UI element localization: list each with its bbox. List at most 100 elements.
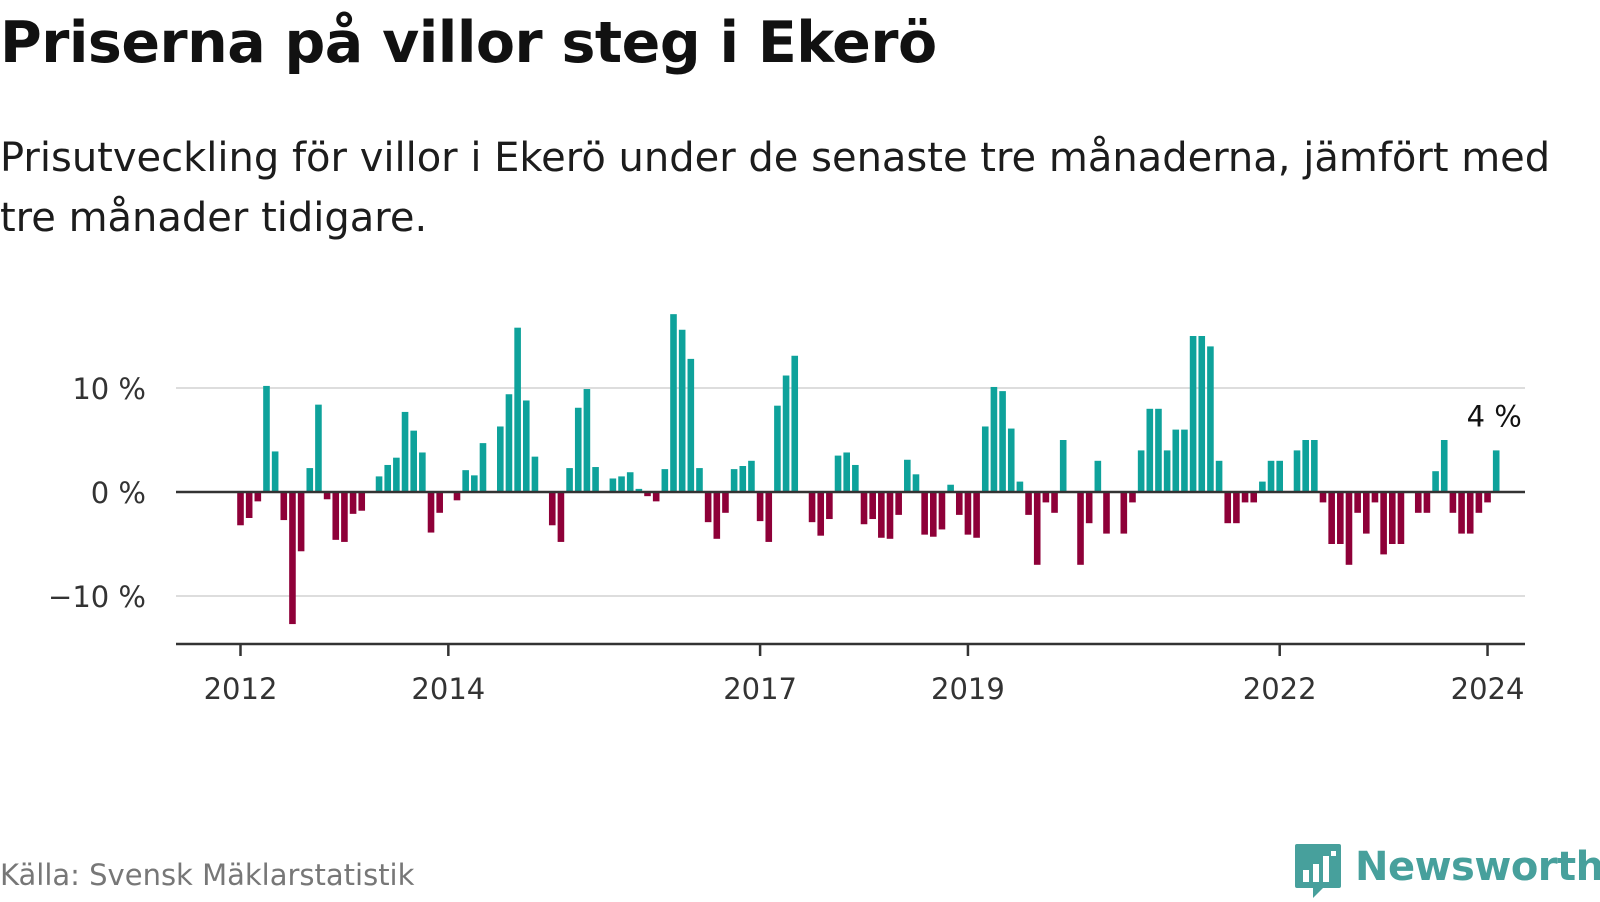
bar [930, 492, 937, 537]
bar [921, 492, 928, 535]
bar [609, 478, 617, 492]
bar [1215, 460, 1223, 492]
bar [419, 452, 426, 492]
bar [1397, 492, 1405, 544]
bar [349, 492, 357, 514]
bar [1388, 492, 1396, 544]
bar [852, 464, 859, 492]
bar [748, 460, 755, 492]
bar [955, 492, 963, 515]
axes [176, 490, 1525, 656]
x-axis-labels: 2012 2014 2017 2019 2022 2024 [204, 672, 1525, 706]
bar [401, 411, 409, 492]
gridlines [176, 387, 1525, 597]
bar [1077, 492, 1084, 565]
bar [878, 492, 885, 538]
bar [860, 492, 868, 525]
bar [1345, 492, 1353, 565]
bar [1432, 471, 1439, 492]
bar [817, 492, 825, 536]
bar [514, 327, 521, 492]
bar [981, 426, 989, 492]
bar [1250, 492, 1258, 503]
chart-subtitle: Prisutveckling för villor i Ekerö under … [0, 135, 1551, 241]
bar [410, 430, 417, 492]
bar [990, 386, 998, 492]
bar [332, 492, 340, 540]
bar [687, 358, 695, 492]
bar [1423, 492, 1431, 513]
bar [1492, 450, 1500, 492]
bar [670, 314, 677, 492]
x-tick-label: 2012 [204, 672, 278, 706]
bar [375, 476, 383, 492]
bar [756, 492, 764, 522]
bar [297, 492, 305, 552]
x-tick-label: 2024 [1451, 672, 1525, 706]
bar [1120, 492, 1128, 534]
bar [341, 492, 348, 542]
bar [1440, 440, 1448, 492]
bar [358, 492, 366, 511]
source-note: Källa: Svensk Mäklarstatistik [0, 858, 415, 892]
bar [1458, 492, 1465, 534]
bar [626, 472, 634, 492]
bar [566, 468, 573, 492]
bar [1302, 440, 1309, 492]
bar [834, 455, 842, 492]
bar [1414, 492, 1422, 513]
bar [843, 452, 850, 492]
bar [1319, 492, 1327, 503]
bar [1146, 408, 1154, 492]
bar [618, 476, 625, 492]
x-tick-label: 2017 [723, 672, 797, 706]
y-tick-label: 0 % [91, 476, 146, 510]
bar [1007, 428, 1015, 492]
bar [1267, 460, 1275, 492]
bar [999, 391, 1006, 492]
bar [522, 400, 530, 492]
bar [964, 492, 972, 535]
bar [886, 492, 894, 539]
bar [826, 492, 833, 520]
bar [1198, 336, 1206, 492]
newsworthy-logo-icon [1295, 844, 1341, 898]
bar [1484, 492, 1491, 503]
bar [263, 385, 270, 492]
bar [1259, 481, 1266, 492]
newsworthy-logo[interactable]: Newsworthy [1293, 842, 1600, 902]
bar [323, 492, 331, 500]
bar [739, 466, 747, 492]
bar [704, 492, 712, 523]
bar [1137, 450, 1145, 492]
bar [315, 404, 322, 492]
bar [479, 443, 487, 492]
brand-name: Newsworthy [1355, 844, 1600, 890]
bar [436, 492, 443, 513]
bar [306, 468, 314, 492]
bar [1233, 492, 1240, 524]
bar [696, 468, 703, 492]
bar [808, 492, 816, 523]
bar [1241, 492, 1249, 503]
bar [1475, 492, 1483, 513]
bar [678, 329, 686, 492]
bar [1094, 460, 1102, 492]
bar [644, 492, 651, 497]
bar [289, 492, 296, 625]
bar [237, 492, 244, 526]
bar [730, 469, 738, 492]
bar [1163, 450, 1171, 492]
bar [1103, 492, 1110, 534]
bar [895, 492, 902, 515]
bars [237, 314, 1500, 625]
bar [1354, 492, 1361, 513]
x-tick-label: 2019 [931, 672, 1005, 706]
bar [1016, 481, 1024, 492]
bar [393, 457, 400, 492]
bar [635, 488, 643, 492]
bar [1181, 429, 1188, 492]
bar [947, 484, 954, 492]
bar [1085, 492, 1093, 524]
bar [254, 492, 262, 502]
